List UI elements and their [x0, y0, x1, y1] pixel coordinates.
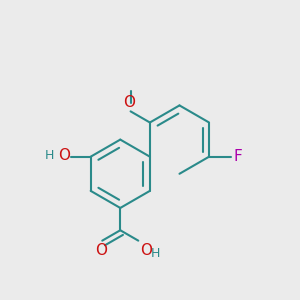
- Text: O: O: [140, 243, 152, 258]
- Text: F: F: [234, 149, 242, 164]
- Text: O: O: [58, 148, 70, 163]
- Text: O: O: [123, 95, 135, 110]
- Text: H: H: [151, 247, 160, 260]
- Text: O: O: [95, 243, 107, 258]
- Text: H: H: [45, 149, 54, 162]
